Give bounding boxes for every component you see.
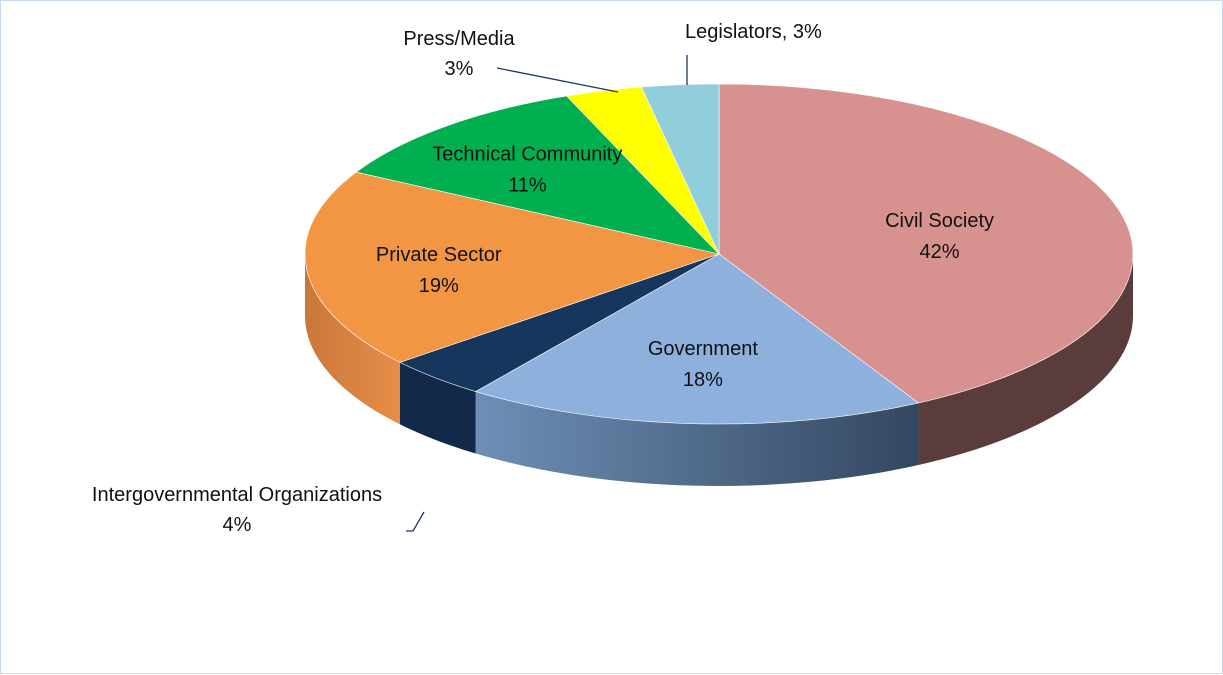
pie-value-government: 18% <box>683 369 723 391</box>
pie-label-press-media: Press/Media <box>403 28 515 50</box>
pie-leader-lines <box>406 55 688 532</box>
pie-slice-government <box>474 253 920 425</box>
pie-side-private-sector <box>305 254 401 425</box>
pie-slice-legislators <box>640 83 720 255</box>
pie-value-civil-society: 42% <box>920 241 960 263</box>
pie-label-intergovernmental-organizations: Intergovernmental Organizations <box>92 484 382 506</box>
pie-value-private-sector: 19% <box>419 275 459 297</box>
pie-label-legislators: Legislators, 3% <box>685 21 822 43</box>
pie-side-intergovernmental-organizations <box>400 362 476 454</box>
pie-value-press-media: 3% <box>445 58 474 80</box>
pie-label-technical-community: Technical Community <box>432 144 622 166</box>
pie-label-civil-society: Civil Society <box>885 210 994 232</box>
pie-value-intergovernmental-organizations: 4% <box>223 514 252 536</box>
leader-line-intergovernmental-organizations <box>406 511 425 532</box>
pie-labels: Civil Society 42% Government 18% Intergovern… <box>92 21 994 536</box>
pie-value-technical-community: 11% <box>508 175 547 197</box>
pie-label-private-sector: Private Sector <box>376 244 502 266</box>
pie-slice-technical-community <box>355 95 720 255</box>
pie-label-government: Government <box>648 338 758 360</box>
pie-slice-private-sector <box>304 171 721 363</box>
pie-slice-civil-society <box>718 83 1134 404</box>
pie-tops <box>304 83 1134 425</box>
pie-side-civil-society <box>918 254 1133 465</box>
leader-line-press-media <box>496 67 619 93</box>
